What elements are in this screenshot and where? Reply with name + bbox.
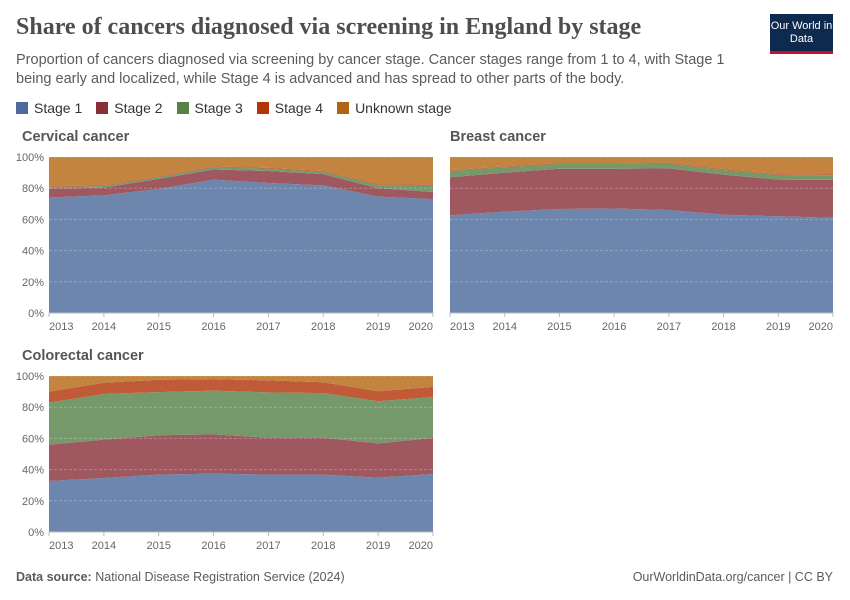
x-tick-label: 2020 [409,321,433,333]
y-tick-label: 80% [22,402,44,414]
owid-logo[interactable]: Our World in Data [770,14,833,54]
x-tick-label: 2018 [311,540,335,552]
x-tick-label: 2013 [49,321,73,333]
legend-swatch [16,102,28,114]
x-tick-label: 2015 [146,540,170,552]
panel-2: 0% 20% 40% 60% 80% 100% 2013 2014 2015 2016 2017 20… [16,371,434,552]
area-stage-1[interactable] [49,473,433,532]
area-unknown-stage[interactable] [450,157,833,175]
panel-title-colorectal: Colorectal cancer [22,348,144,364]
legend-swatch [256,102,269,114]
x-tick-label: 2016 [201,540,225,552]
area-unknown-stage[interactable] [49,376,433,392]
credit-link[interactable]: OurWorldinData.org/cancer | CC BY [632,570,833,584]
area-stage-1[interactable] [49,179,433,313]
x-tick-label: 2020 [409,540,433,552]
y-tick-label: 40% [22,465,44,477]
x-tick-label: 2019 [766,321,790,333]
legend-item-stage-1[interactable]: Stage 1 [16,100,82,116]
chart-title: Share of cancers diagnosed via screening… [16,14,642,40]
legend-item-stage-3[interactable]: Stage 3 [176,100,243,116]
legend-swatch [96,102,109,114]
legend: Stage 1 Stage 2 Stage 3 Stage 4 Unknown … [16,100,452,116]
legend-item-stage-4[interactable]: Stage 4 [256,100,323,116]
legend-item-unknown[interactable]: Unknown stage [337,100,452,116]
x-tick-label: 2018 [711,321,735,333]
x-tick-label: 2014 [92,540,116,552]
area-stage-2[interactable] [49,169,433,200]
area-stage-4[interactable] [49,379,433,403]
y-tick-label: 80% [22,183,44,195]
y-tick-label: 60% [22,433,44,445]
y-tick-label: 20% [22,496,44,508]
legend-swatch [176,102,189,114]
x-tick-label: 2016 [602,321,626,333]
x-tick-label: 2013 [450,321,474,333]
panel-0: 0% 20% 40% 60% 80% 100% 2013 2014 2015 2016 2017 20… [16,152,434,333]
x-tick-label: 2014 [492,321,516,333]
x-tick-label: 2018 [311,321,335,333]
x-tick-label: 2015 [547,321,571,333]
y-tick-label: 40% [22,246,44,258]
chart-subtitle: Proportion of cancers diagnosed via scre… [16,52,725,87]
x-tick-label: 2013 [49,540,73,552]
y-tick-label: 100% [16,371,44,383]
area-stage-3[interactable] [450,163,833,180]
x-tick-label: 2014 [92,321,116,333]
y-tick-label: 0% [28,308,44,320]
area-stage-2[interactable] [450,168,833,218]
legend-swatch [337,102,350,114]
x-tick-label: 2017 [256,540,280,552]
panel-1: 2013 2014 2015 2016 2017 2018 2019 2020 [449,156,834,333]
x-tick-label: 2015 [146,321,170,333]
x-tick-label: 2020 [809,321,833,333]
panel-title-breast: Breast cancer [450,129,546,145]
x-tick-label: 2019 [366,321,390,333]
y-tick-label: 60% [22,214,44,226]
area-stage-1[interactable] [450,208,833,313]
x-tick-label: 2019 [366,540,390,552]
area-stage-2[interactable] [49,434,433,481]
y-tick-label: 20% [22,277,44,289]
y-tick-label: 100% [16,152,44,164]
y-tick-label: 0% [28,527,44,539]
area-unknown-stage[interactable] [49,157,433,187]
x-tick-label: 2017 [256,321,280,333]
panel-title-cervical: Cervical cancer [22,129,130,145]
x-tick-label: 2017 [657,321,681,333]
area-stage-3[interactable] [49,390,433,445]
data-source: Data source: National Disease Registrati… [16,570,345,584]
x-tick-label: 2016 [201,321,225,333]
legend-item-stage-2[interactable]: Stage 2 [96,100,163,116]
